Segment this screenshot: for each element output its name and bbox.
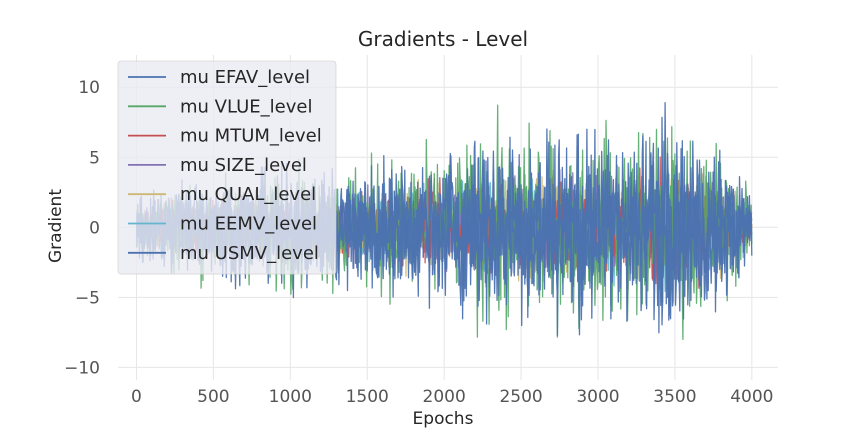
y-axis-label: Gradient xyxy=(46,189,66,263)
x-axis-ticks: 0 500 1000 1500 2000 2500 3000 3500 4000 xyxy=(131,387,773,407)
y-tick-label: −5 xyxy=(75,288,100,308)
legend-label: mu MTUM_level xyxy=(180,126,322,147)
legend-label: mu EFAV_level xyxy=(180,67,310,88)
legend-label: mu SIZE_level xyxy=(180,155,307,176)
x-axis-label: Epochs xyxy=(413,409,474,429)
legend-label: mu QUAL_level xyxy=(180,184,316,205)
y-tick-label: 5 xyxy=(89,148,100,168)
x-tick-label: 4000 xyxy=(730,387,773,407)
x-tick-label: 3500 xyxy=(653,387,696,407)
x-tick-label: 500 xyxy=(197,387,229,407)
x-tick-label: 1500 xyxy=(346,387,389,407)
legend-label: mu EEMV_level xyxy=(180,214,317,235)
y-tick-label: 10 xyxy=(78,78,100,98)
chart-title: Gradients - Level xyxy=(358,27,528,51)
y-axis-ticks: −10 −5 0 5 10 xyxy=(64,78,100,378)
x-tick-label: 1000 xyxy=(269,387,312,407)
x-tick-label: 2000 xyxy=(423,387,466,407)
x-tick-label: 0 xyxy=(131,387,142,407)
y-tick-label: 0 xyxy=(89,218,100,238)
y-tick-label: −10 xyxy=(64,358,100,378)
legend-box xyxy=(117,60,337,275)
legend-label: mu VLUE_level xyxy=(180,96,312,117)
x-tick-label: 3000 xyxy=(576,387,619,407)
x-tick-label: 2500 xyxy=(499,387,542,407)
legend-label: mu USMV_level xyxy=(180,243,319,264)
